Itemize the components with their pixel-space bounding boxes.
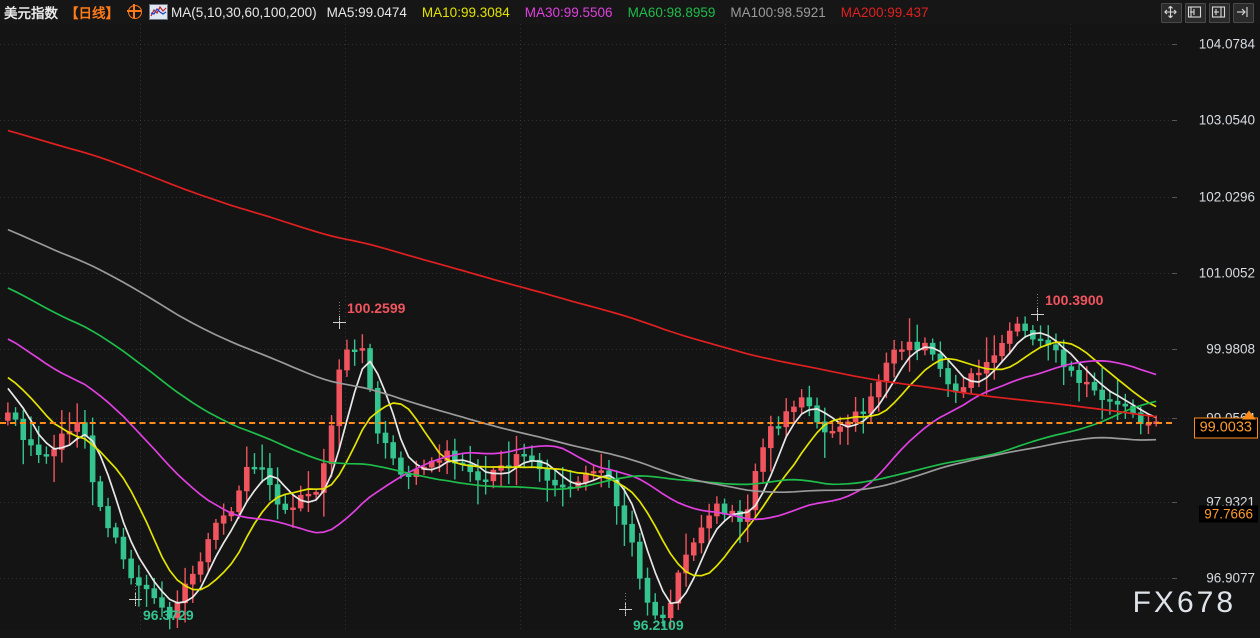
axis-tick	[1172, 349, 1177, 351]
axis-tick	[1172, 196, 1177, 198]
period-label[interactable]: 【日线】	[65, 6, 119, 21]
gridline-h	[0, 44, 1172, 46]
chart-toolbar	[1161, 3, 1254, 23]
price-axis[interactable]: 104.0784 103.0540 102.0296 101.0052 99.9808 9…	[1172, 24, 1260, 638]
current-price-line	[0, 421, 1172, 424]
watermark: FX678	[1132, 586, 1236, 619]
ma200-readout: MA200:99.437	[840, 4, 929, 20]
ma30-line	[7, 338, 1157, 534]
chart-header: 美元指数 【日线】 MA(5,10,30,60,100,200) MA5:99.…	[0, 0, 1260, 24]
align-left-icon[interactable]	[1185, 3, 1206, 23]
axis-tick	[1172, 577, 1177, 579]
ma-formula: MA(5,10,30,60,100,200)	[171, 4, 317, 20]
ma100-readout: MA100:98.5921	[730, 4, 826, 20]
axis-label: 103.0540	[1198, 112, 1255, 128]
low-label-1: 96.3729	[143, 607, 194, 623]
current-price-badge: 99.0033	[1193, 417, 1258, 439]
annotation-leader	[1037, 294, 1038, 314]
axis-tick	[1172, 44, 1177, 46]
gridline-h	[0, 272, 1172, 274]
ma30-readout: MA30:99.5506	[524, 4, 613, 20]
chart-gridlines	[0, 24, 1172, 638]
low-label-2: 96.2109	[633, 617, 684, 633]
align-right-icon[interactable]	[1209, 3, 1230, 23]
axis-label: 97.9321	[1206, 494, 1255, 510]
annotation-leader	[339, 302, 340, 322]
gridline-v	[895, 24, 896, 638]
ma5-readout: MA5:99.0474	[326, 4, 407, 20]
axis-label: 104.0784	[1198, 36, 1255, 52]
axis-tick	[1172, 120, 1177, 122]
high-label-2: 100.3900	[1045, 292, 1104, 308]
symbol-name: 美元指数	[4, 6, 58, 21]
gridline-v	[345, 24, 346, 638]
gridline-h	[0, 120, 1172, 122]
extreme-marker-icon	[1031, 308, 1044, 321]
axis-label: 102.0296	[1198, 189, 1255, 205]
ma60-readout: MA60:98.8959	[627, 4, 716, 20]
indicator-chart-icon[interactable]	[149, 4, 168, 20]
gridline-v	[520, 24, 521, 638]
axis-label: 101.0052	[1198, 265, 1255, 281]
gridline-v	[725, 24, 726, 638]
price-direction-arrow-icon	[1242, 410, 1256, 420]
axis-tick	[1172, 501, 1177, 503]
crosshair-move-icon[interactable]	[1161, 3, 1182, 23]
axis-tick	[1172, 272, 1177, 274]
gridline-h	[0, 577, 1172, 579]
gridline-h	[0, 196, 1172, 198]
axis-label: 99.9808	[1206, 341, 1255, 357]
annotation-leader	[625, 593, 626, 615]
time-axis-strip	[0, 630, 1260, 638]
axis-label: 96.9077	[1206, 570, 1255, 586]
globe-icon	[127, 4, 142, 19]
ma200-line	[7, 129, 1157, 418]
session-level-badge: 97.7666	[1199, 505, 1258, 523]
axis-tick	[1172, 417, 1177, 419]
candlestick-group	[5, 316, 1159, 630]
jump-end-icon[interactable]	[1233, 3, 1254, 23]
ma100-line	[7, 228, 1157, 494]
ma10-readout: MA10:99.3084	[421, 4, 510, 20]
gridline-v	[140, 24, 141, 638]
price-chart-plot[interactable]: 100.2599 100.3900 96.3729 96.2109	[0, 24, 1172, 638]
high-label-1: 100.2599	[347, 300, 406, 316]
extreme-marker-icon	[333, 316, 346, 329]
ma10-line	[7, 341, 1157, 591]
ma60-line	[7, 287, 1157, 491]
gridline-v	[1070, 24, 1071, 638]
chart-series	[5, 129, 1159, 630]
gridline-h	[0, 417, 1172, 419]
gridline-h	[0, 349, 1172, 351]
annotation-leader	[135, 583, 136, 605]
gridline-h	[0, 501, 1172, 503]
